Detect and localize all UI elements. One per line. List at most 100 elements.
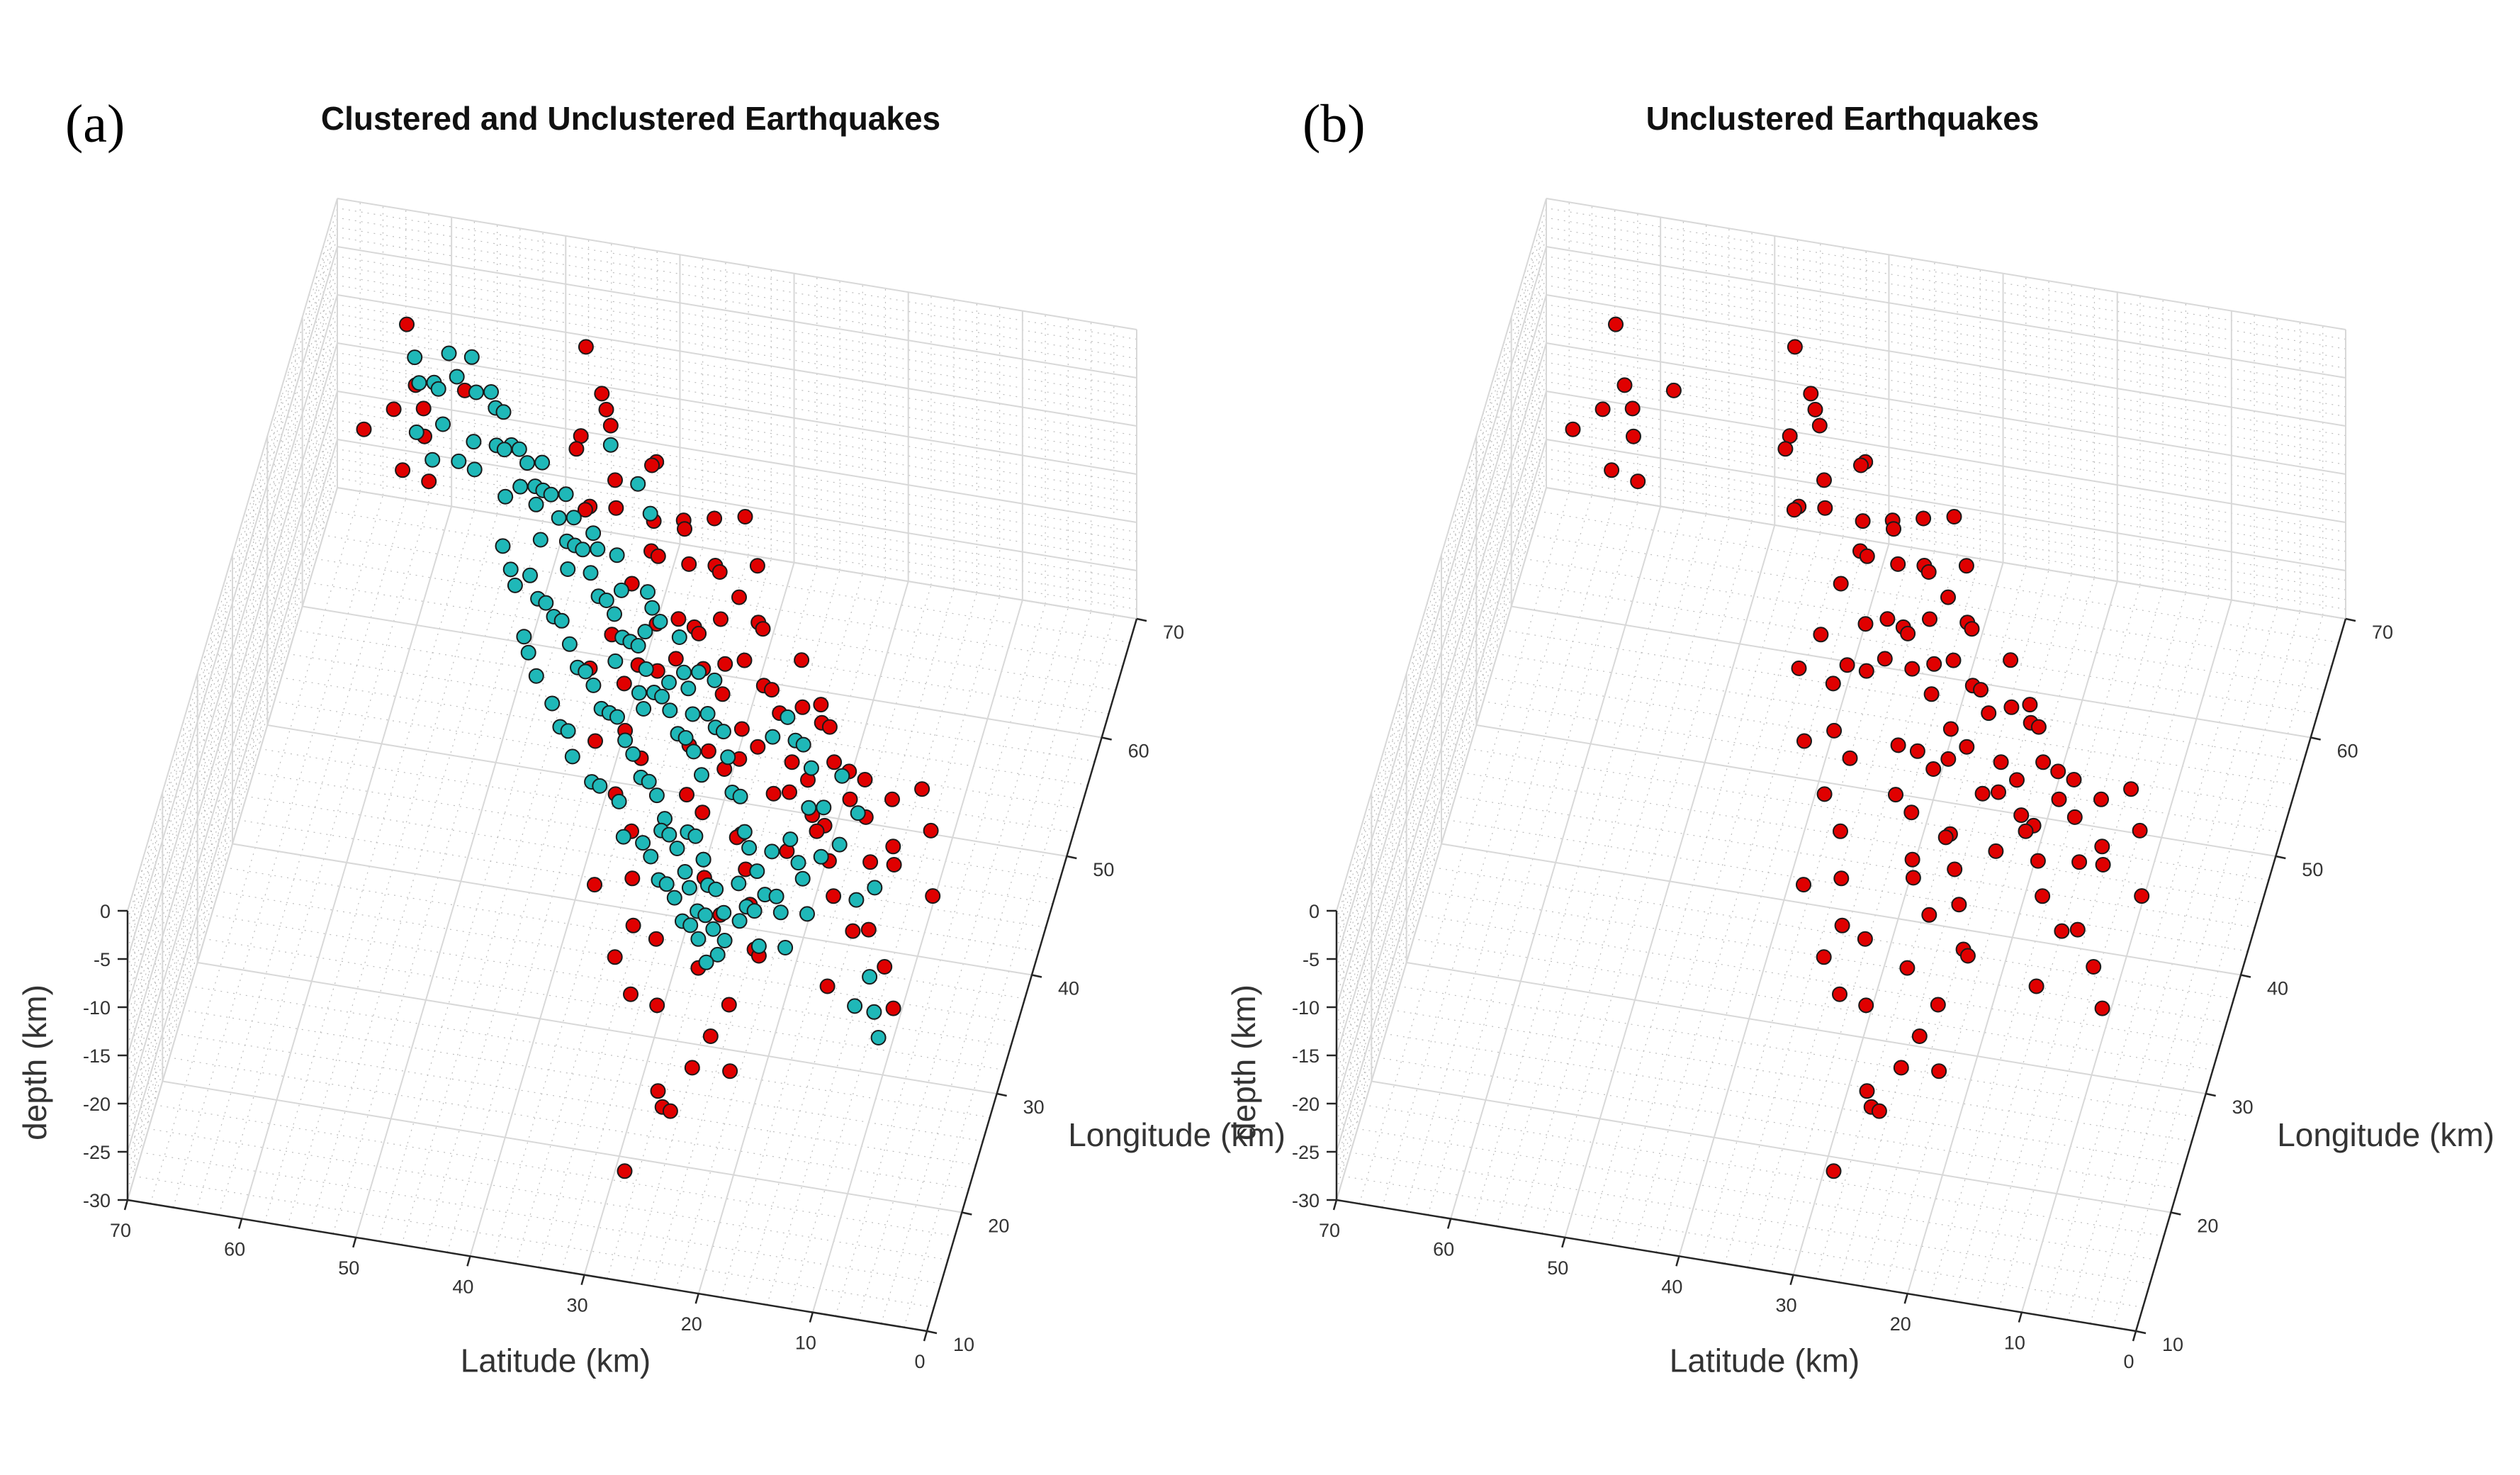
y-tick-label: 40	[1058, 978, 1079, 999]
clustered-earthquake-point	[790, 855, 806, 871]
unclustered-earthquake-point	[1859, 548, 1875, 564]
floor-grid-minor	[260, 748, 1060, 881]
wall-grid-minor	[1546, 275, 2346, 408]
wall-grid-minor	[1546, 236, 2346, 369]
wall-grid-minor	[337, 429, 1137, 561]
x-tick-label: 70	[1319, 1220, 1340, 1241]
unclustered-earthquake-point	[1853, 457, 1869, 473]
wall-grid	[1546, 294, 2346, 427]
clustered-earthquake-point	[496, 442, 512, 458]
floor-grid-minor	[1532, 534, 2332, 667]
unclustered-earthquake-point	[1973, 682, 1989, 698]
wall-grid-minor	[337, 361, 1137, 494]
clustered-earthquake-point	[697, 907, 714, 924]
y-tick-mark	[962, 1211, 972, 1216]
unclustered-earthquake-point	[842, 791, 858, 807]
wall-grid	[127, 294, 338, 1008]
wall-grid	[337, 487, 1137, 619]
unclustered-earthquake-point	[826, 888, 842, 904]
wall-grid-minor	[1546, 217, 2346, 349]
floor-grid-minor	[274, 700, 1074, 834]
wall-grid-minor	[337, 477, 1137, 610]
unclustered-earthquake-point	[1937, 829, 1954, 846]
axes-b: 0 10 20 30 40 50 60 70 10 20 30 40 50 60 70 0 -5 -10 -15 -2…	[1225, 198, 2494, 1379]
unclustered-earthquake-point	[1608, 316, 1624, 332]
unclustered-earthquake-point	[886, 857, 902, 873]
unclustered-earthquake-point	[662, 1103, 678, 1119]
clustered-earthquake-point	[435, 416, 451, 432]
unclustered-earthquake-point	[862, 854, 879, 870]
unclustered-earthquake-point	[1665, 382, 1682, 398]
y-tick-mark	[2276, 855, 2286, 860]
y-tick-label: 20	[2197, 1216, 2218, 1237]
clustered-earthquake-point	[585, 525, 602, 542]
clustered-earthquake-point	[613, 582, 629, 598]
wall-grid-minor	[1546, 449, 2346, 581]
unclustered-earthquake-point	[568, 441, 585, 457]
unclustered-earthquake-point	[1951, 897, 1967, 913]
clustered-earthquake-point	[741, 840, 758, 856]
clustered-earthquake-point	[558, 486, 574, 503]
unclustered-earthquake-point	[2022, 697, 2038, 713]
wall-grid	[337, 342, 1137, 475]
unclustered-earthquake-point	[1911, 1028, 1928, 1044]
floor-grid-minor	[1539, 510, 2339, 644]
clustered-earthquake-point	[709, 946, 726, 963]
x-tick-label: 0	[2123, 1351, 2134, 1372]
clustered-earthquake-point	[685, 744, 702, 760]
clustered-earthquake-point	[642, 505, 658, 522]
unclustered-earthquake-point	[1782, 428, 1798, 444]
unclustered-earthquake-point	[1893, 1060, 1909, 1076]
floor-grid-minor	[1483, 700, 2283, 834]
unclustered-earthquake-point	[1991, 784, 2006, 800]
wall-grid-minor	[1546, 352, 2346, 485]
clustered-earthquake-point	[699, 706, 716, 722]
wall-grid-minor	[1546, 400, 2346, 533]
z-tick-label: 0	[100, 901, 111, 922]
unclustered-earthquake-point	[914, 781, 930, 797]
unclustered-earthquake-point	[577, 502, 593, 518]
unclustered-earthquake-point	[1825, 675, 1841, 692]
clustered-earthquake-point	[598, 593, 614, 608]
wall-grid	[1546, 487, 2346, 619]
unclustered-earthquake-point	[1816, 949, 1832, 965]
clustered-earthquake-point	[870, 1030, 887, 1045]
clustered-earthquake-point	[502, 561, 519, 578]
clustered-earthquake-point	[551, 510, 567, 526]
clustered-earthquake-point	[801, 800, 817, 816]
x-tick-mark	[1675, 1255, 1680, 1267]
wall-grid-minor	[337, 400, 1137, 533]
clustered-earthquake-point	[777, 940, 794, 955]
clustered-earthquake-point	[705, 921, 721, 937]
unclustered-earthquake-point	[2095, 857, 2111, 873]
wall-grid	[127, 246, 338, 960]
clustered-earthquake-point	[658, 876, 675, 892]
unclustered-earthquake-point	[694, 804, 711, 821]
unclustered-earthquake-point	[1890, 737, 1906, 753]
x-tick-label: 50	[338, 1257, 359, 1279]
floor-grid-minor	[1518, 582, 2318, 714]
floor-grid-minor	[1455, 795, 2255, 929]
wall-grid-minor	[1546, 381, 2346, 513]
unclustered-earthquake-point	[399, 316, 415, 332]
clustered-earthquake-point	[615, 829, 631, 845]
x-axis-label: Latitude (km)	[461, 1342, 651, 1379]
clustered-earthquake-point	[528, 668, 544, 684]
unclustered-earthquake-point	[1904, 661, 1920, 677]
clustered-earthquake-point	[430, 381, 446, 397]
unclustered-earthquake-point	[764, 682, 780, 698]
clustered-earthquake-point	[636, 701, 652, 717]
floor-grid-minor	[1497, 653, 2297, 786]
clustered-earthquake-point	[682, 917, 699, 933]
clustered-earthquake-point	[637, 624, 653, 640]
clustered-earthquake-point	[543, 486, 559, 503]
wall-grid-minor	[337, 284, 1137, 417]
wall-grid-minor	[337, 227, 1137, 359]
unclustered-earthquake-point	[1886, 521, 1901, 537]
wall-grid	[127, 391, 338, 1104]
clustered-earthquake-point	[463, 349, 480, 365]
unclustered-earthquake-point	[1959, 948, 1976, 964]
clustered-earthquake-point	[694, 767, 709, 783]
floor-grid-minor	[218, 890, 1018, 1023]
clustered-earthquake-point	[411, 375, 427, 391]
